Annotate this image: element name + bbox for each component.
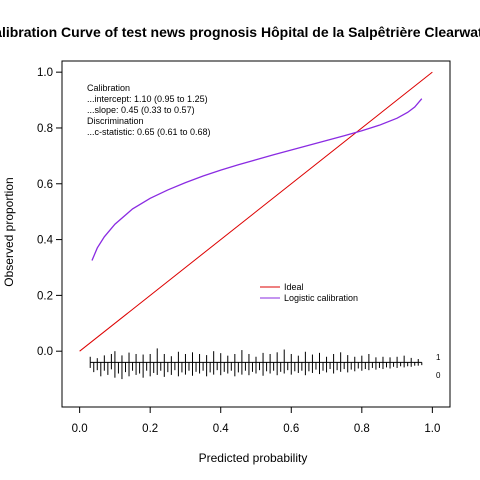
chart-title: Calibration Curve of test news prognosis…	[0, 24, 480, 40]
y-tick-label: 0.4	[37, 235, 54, 247]
x-tick-label: 0.6	[283, 423, 299, 435]
x-axis-label: Predicted probability	[199, 451, 308, 465]
annotation-line: ...intercept: 1.10 (0.95 to 1.25)	[87, 94, 208, 104]
y-tick-label: 0.8	[37, 123, 53, 135]
x-axis: 0.0 0.2 0.4 0.6 0.8 1.0	[72, 407, 440, 435]
y-tick-label: 0.2	[37, 290, 53, 302]
plot-frame	[61, 60, 451, 408]
annotation-line: Calibration	[87, 83, 130, 93]
y-axis-label: Observed proportion	[2, 177, 16, 286]
y-tick-label: 0.6	[37, 179, 53, 191]
legend-label-logistic: Logistic calibration	[284, 293, 358, 303]
x-tick-label: 1.0	[424, 423, 440, 435]
calibration-annotation: Calibration ...intercept: 1.10 (0.95 to …	[87, 83, 211, 137]
series-line-ideal	[79, 71, 433, 352]
legend-label-ideal: Ideal	[284, 282, 304, 292]
histogram-label-nonevents: 0	[436, 371, 441, 380]
series-line-logistic-calibration	[91, 98, 423, 261]
histogram-label-events: 1	[436, 353, 441, 362]
annotation-line: ...c-statistic: 0.65 (0.61 to 0.68)	[87, 127, 211, 137]
annotation-line: Discrimination	[87, 116, 144, 126]
legend: Ideal Logistic calibration	[260, 282, 358, 303]
y-tick-label: 0.0	[37, 346, 53, 358]
x-tick-label: 0.8	[354, 423, 370, 435]
y-tick-label: 1.0	[37, 67, 53, 79]
distribution-histogram	[89, 348, 423, 380]
y-axis: 0.0 0.2 0.4 0.6 0.8 1.0	[37, 67, 62, 358]
x-tick-label: 0.2	[142, 423, 158, 435]
annotation-line: ...slope: 0.45 (0.33 to 0.57)	[87, 105, 195, 115]
x-tick-label: 0.0	[72, 423, 88, 435]
series-layer	[79, 71, 433, 352]
x-tick-label: 0.4	[213, 423, 230, 435]
